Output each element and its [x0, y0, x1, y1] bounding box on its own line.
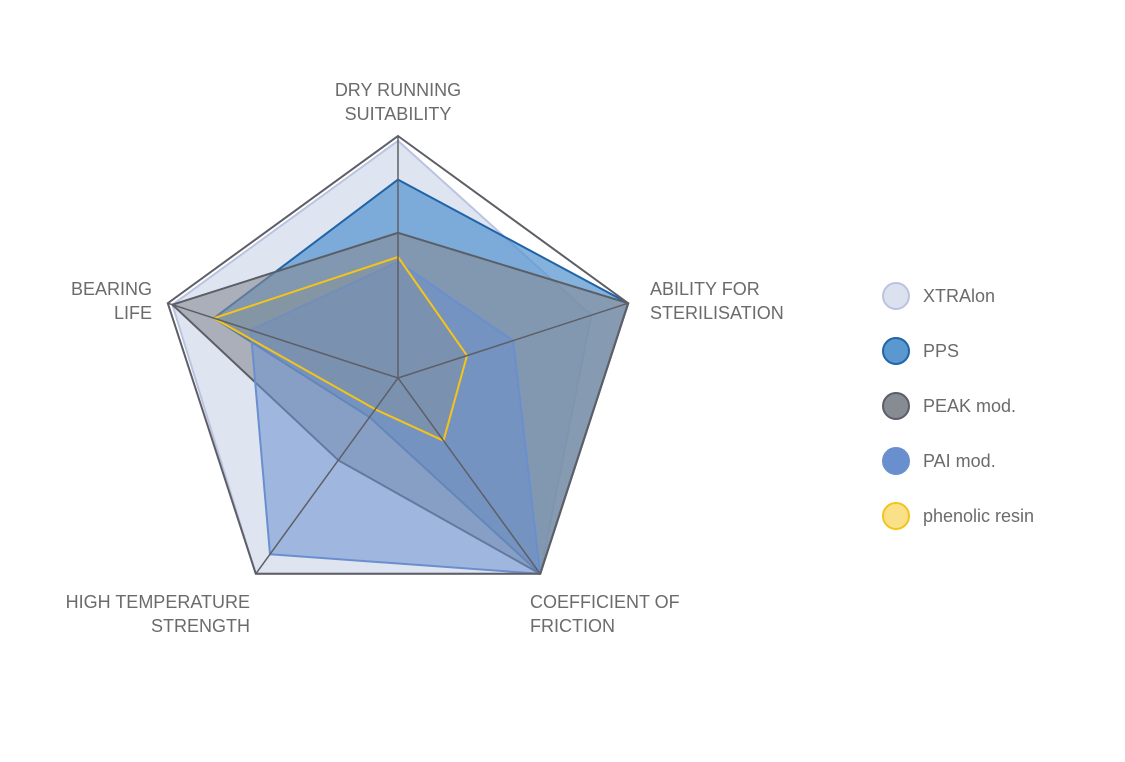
axis-label-line: LIFE — [114, 303, 152, 323]
axis-label-line: ABILITY FOR — [650, 279, 760, 299]
legend-item-pps[interactable]: PPS — [882, 335, 1034, 367]
radar-frame — [166, 134, 630, 575]
series-layer — [171, 139, 630, 575]
legend-item-peak[interactable]: PEAK mod. — [882, 390, 1034, 422]
axis-label-dry-running-suitability: DRY RUNNING SUITABILITY — [335, 80, 461, 124]
axis-label-line: STRENGTH — [151, 616, 250, 636]
legend-item-pai[interactable]: PAI mod. — [882, 445, 1034, 477]
legend-swatch-phenolic-resin — [882, 502, 910, 530]
axis-label-line: DRY RUNNING — [335, 80, 461, 100]
axis-label-high-temperature-strength: HIGH TEMPERATURE STRENGTH — [66, 592, 250, 636]
legend-label-pps: PPS — [923, 340, 960, 361]
axis-label-bearing-life: BEARING LIFE — [71, 279, 152, 323]
legend-swatch-pps — [882, 337, 910, 365]
axis-label-line: FRICTION — [530, 616, 615, 636]
legend-item-phenolic-resin[interactable]: phenolic resin — [882, 500, 1034, 532]
frame-layer — [166, 134, 630, 575]
legend-swatch-peak — [882, 392, 910, 420]
axis-label-line: STERILISATION — [650, 303, 784, 323]
legend-label-pai: PAI mod. — [923, 450, 996, 471]
spoke-ability-for-sterilisation — [397, 302, 629, 379]
legend-item-xtralon[interactable]: XTRAlon — [882, 280, 1034, 312]
axis-label-coefficient-of-friction: COEFFICIENT OF FRICTION — [530, 592, 680, 636]
legend-label-peak: PEAK mod. — [923, 395, 1017, 416]
legend-swatch-xtralon — [882, 282, 910, 310]
spoke-high-temperature-strength — [255, 377, 399, 575]
spoke-bearing-life — [167, 302, 399, 379]
axis-label-line: BEARING — [71, 279, 152, 299]
axis-label-line: HIGH TEMPERATURE — [66, 592, 250, 612]
axis-labels: DRY RUNNING SUITABILITY ABILITY FOR STERILI… — [66, 80, 784, 636]
axis-label-ability-for-sterilisation: ABILITY FOR STERILISATION — [650, 279, 784, 323]
legend-swatch-pai — [882, 447, 910, 475]
series-phenolic-resin — [212, 256, 468, 442]
legend: XTRAlon PPS PEAK mod. PAI mod. phenolic … — [882, 280, 1034, 555]
axis-label-line: SUITABILITY — [345, 104, 452, 124]
axis-label-line: COEFFICIENT OF — [530, 592, 680, 612]
spoke-coefficient-of-friction — [397, 377, 541, 575]
legend-label-phenolic-resin: phenolic resin — [923, 505, 1035, 526]
legend-label-xtralon: XTRAlon — [923, 285, 996, 306]
